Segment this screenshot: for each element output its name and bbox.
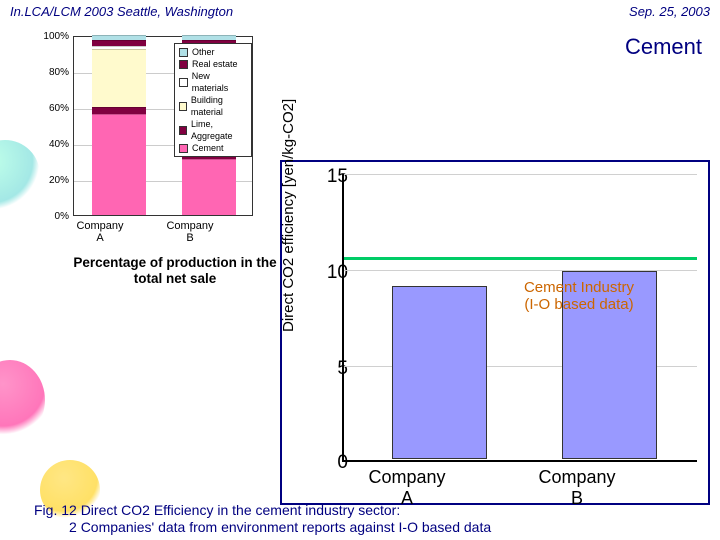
legend-label: Lime, Aggregate <box>191 118 247 142</box>
header-left: In.LCA/LCM 2003 Seattle, Washington <box>10 4 233 19</box>
slide-label: Cement <box>625 34 702 60</box>
caption-l2: 2 Companies' data from environment repor… <box>69 519 491 535</box>
legend-row: New materials <box>179 70 247 94</box>
legend-row: Lime, Aggregate <box>179 118 247 142</box>
io-label-l1: Cement Industry <box>524 279 634 296</box>
right-ylabel: Direct CO2 efficiency [yen/kg-CO2] <box>280 99 297 332</box>
xcat-b: CompanyB <box>166 220 213 244</box>
legend-swatch <box>179 126 187 135</box>
legend-row: Other <box>179 46 247 58</box>
header-right: Sep. 25, 2003 <box>629 4 710 19</box>
ytick: 60% <box>37 103 69 114</box>
ytick: 80% <box>37 67 69 78</box>
figure-caption: Fig. 12 Direct CO2 Efficiency in the cem… <box>34 502 491 536</box>
legend-row: Real estate <box>179 58 247 70</box>
ytick: 40% <box>37 139 69 150</box>
ytick: 100% <box>37 31 69 42</box>
legend-swatch <box>179 102 187 111</box>
stacked-chart: 100% 80% 60% 40% 20% 0% OtherReal estate… <box>35 32 305 277</box>
xcat: CompanyB <box>155 220 225 244</box>
legend-label: New materials <box>192 70 247 94</box>
xcat-a: CompanyA <box>76 220 123 244</box>
seg-cement <box>92 114 146 215</box>
legend: OtherReal estateNew materialsBuilding ma… <box>174 43 252 157</box>
decorative-blob <box>0 360 45 440</box>
legend-label: Cement <box>192 142 224 154</box>
caption-l1: Fig. 12 Direct CO2 Efficiency in the cem… <box>34 502 400 518</box>
right-plot-area: Cement Industry (I-O based data) <box>342 174 697 462</box>
ytick: 20% <box>37 175 69 186</box>
legend-label: Other <box>192 46 215 58</box>
legend-swatch <box>179 60 188 69</box>
legend-swatch <box>179 78 188 87</box>
legend-label: Building material <box>191 94 247 118</box>
seg-cement <box>182 159 236 215</box>
legend-row: Building material <box>179 94 247 118</box>
stacked-bar-company-a <box>92 35 146 215</box>
legend-swatch <box>179 144 188 153</box>
legend-swatch <box>179 48 188 57</box>
stacked-plot-area: OtherReal estateNew materialsBuilding ma… <box>73 36 253 216</box>
xcat-b: CompanyB <box>538 467 615 508</box>
stacked-chart-title: Percentage of production in the total ne… <box>60 255 290 287</box>
gridline <box>344 174 697 175</box>
xcat: CompanyA <box>65 220 135 244</box>
io-label-l2: (I-O based data) <box>524 296 633 313</box>
io-reference-line <box>344 257 697 260</box>
legend-label: Real estate <box>192 58 238 70</box>
xcat: CompanyB <box>507 467 647 509</box>
legend-row: Cement <box>179 142 247 154</box>
header: In.LCA/LCM 2003 Seattle, Washington Sep.… <box>0 0 720 23</box>
bar-company-a <box>392 286 487 459</box>
seg-lime_aggregate <box>92 107 146 114</box>
io-label: Cement Industry (I-O based data) <box>494 279 664 313</box>
right-chart: Direct CO2 efficiency [yen/kg-CO2] 15 10… <box>280 160 710 505</box>
seg-building_material <box>92 49 146 107</box>
decorative-blob <box>0 140 40 210</box>
